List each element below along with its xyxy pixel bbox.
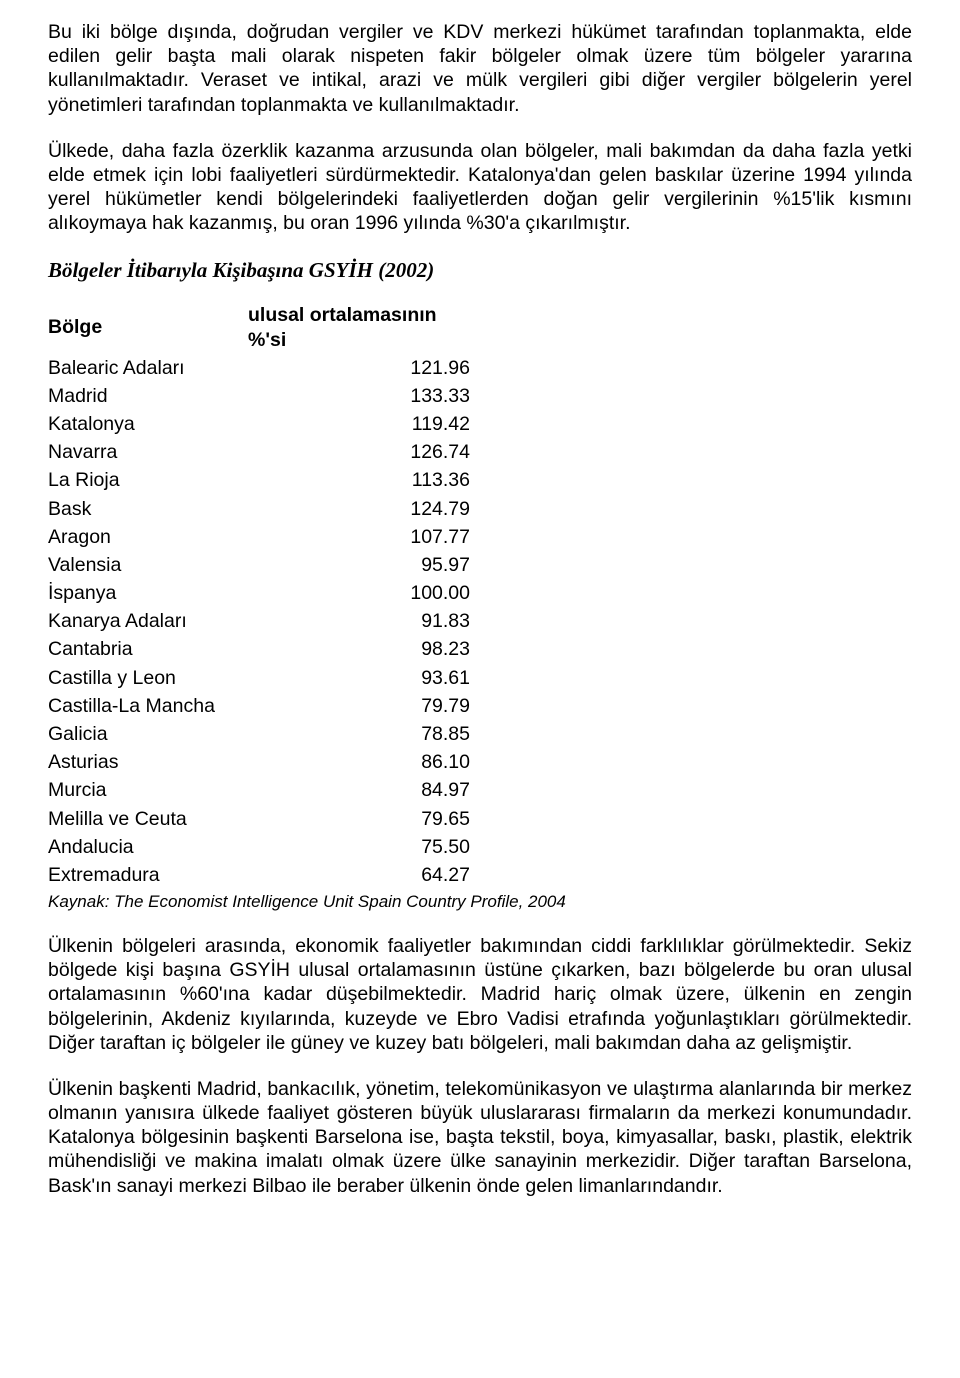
cell-region: Aragon (48, 523, 248, 551)
table-source: Kaynak: The Economist Intelligence Unit … (48, 891, 912, 912)
col-header-value: ulusal ortalamasının %'si (248, 301, 478, 353)
table-row: Castilla-La Mancha79.79 (48, 692, 478, 720)
table-row: İspanya100.00 (48, 579, 478, 607)
table-row: Navarra126.74 (48, 438, 478, 466)
cell-value: 86.10 (248, 748, 478, 776)
table-row: Madrid133.33 (48, 382, 478, 410)
table-row: Kanarya Adaları91.83 (48, 607, 478, 635)
cell-value: 64.27 (248, 861, 478, 889)
cell-value: 121.96 (248, 354, 478, 382)
table-row: Aragon107.77 (48, 523, 478, 551)
cell-value: 124.79 (248, 495, 478, 523)
cell-value: 79.65 (248, 805, 478, 833)
table-row: Andalucia75.50 (48, 833, 478, 861)
cell-value: 98.23 (248, 635, 478, 663)
table-row: Asturias86.10 (48, 748, 478, 776)
table-row: Galicia78.85 (48, 720, 478, 748)
cell-region: İspanya (48, 579, 248, 607)
paragraph-2: Ülkede, daha fazla özerklik kazanma arzu… (48, 139, 912, 236)
cell-region: Katalonya (48, 410, 248, 438)
table-row: Valensia95.97 (48, 551, 478, 579)
cell-value: 119.42 (248, 410, 478, 438)
col-header-region: Bölge (48, 301, 248, 353)
table-row: Balearic Adaları121.96 (48, 354, 478, 382)
cell-region: Valensia (48, 551, 248, 579)
cell-region: Murcia (48, 776, 248, 804)
cell-region: Castilla y Leon (48, 664, 248, 692)
table-row: La Rioja113.36 (48, 466, 478, 494)
cell-region: Kanarya Adaları (48, 607, 248, 635)
cell-region: Balearic Adaları (48, 354, 248, 382)
cell-region: Asturias (48, 748, 248, 776)
cell-value: 93.61 (248, 664, 478, 692)
table-heading: Bölgeler İtibarıyla Kişibaşına GSYİH (20… (48, 257, 912, 283)
cell-value: 84.97 (248, 776, 478, 804)
cell-value: 95.97 (248, 551, 478, 579)
table-row: Bask124.79 (48, 495, 478, 523)
table-row: Melilla ve Ceuta79.65 (48, 805, 478, 833)
cell-region: Melilla ve Ceuta (48, 805, 248, 833)
paragraph-4: Ülkenin başkenti Madrid, bankacılık, yön… (48, 1077, 912, 1198)
paragraph-3: Ülkenin bölgeleri arasında, ekonomik faa… (48, 934, 912, 1055)
table-row: Katalonya119.42 (48, 410, 478, 438)
cell-region: La Rioja (48, 466, 248, 494)
gdp-table: Bölge ulusal ortalamasının %'si Balearic… (48, 301, 478, 889)
table-row: Murcia84.97 (48, 776, 478, 804)
cell-region: Castilla-La Mancha (48, 692, 248, 720)
cell-value: 79.79 (248, 692, 478, 720)
cell-value: 75.50 (248, 833, 478, 861)
cell-region: Extremadura (48, 861, 248, 889)
cell-value: 107.77 (248, 523, 478, 551)
table-row: Castilla y Leon93.61 (48, 664, 478, 692)
table-header-row: Bölge ulusal ortalamasının %'si (48, 301, 478, 353)
cell-region: Cantabria (48, 635, 248, 663)
cell-region: Madrid (48, 382, 248, 410)
table-row: Extremadura64.27 (48, 861, 478, 889)
cell-region: Bask (48, 495, 248, 523)
cell-value: 133.33 (248, 382, 478, 410)
table-row: Cantabria98.23 (48, 635, 478, 663)
cell-region: Galicia (48, 720, 248, 748)
cell-value: 126.74 (248, 438, 478, 466)
cell-region: Andalucia (48, 833, 248, 861)
cell-region: Navarra (48, 438, 248, 466)
paragraph-1: Bu iki bölge dışında, doğrudan vergiler … (48, 20, 912, 117)
cell-value: 100.00 (248, 579, 478, 607)
cell-value: 91.83 (248, 607, 478, 635)
cell-value: 78.85 (248, 720, 478, 748)
cell-value: 113.36 (248, 466, 478, 494)
